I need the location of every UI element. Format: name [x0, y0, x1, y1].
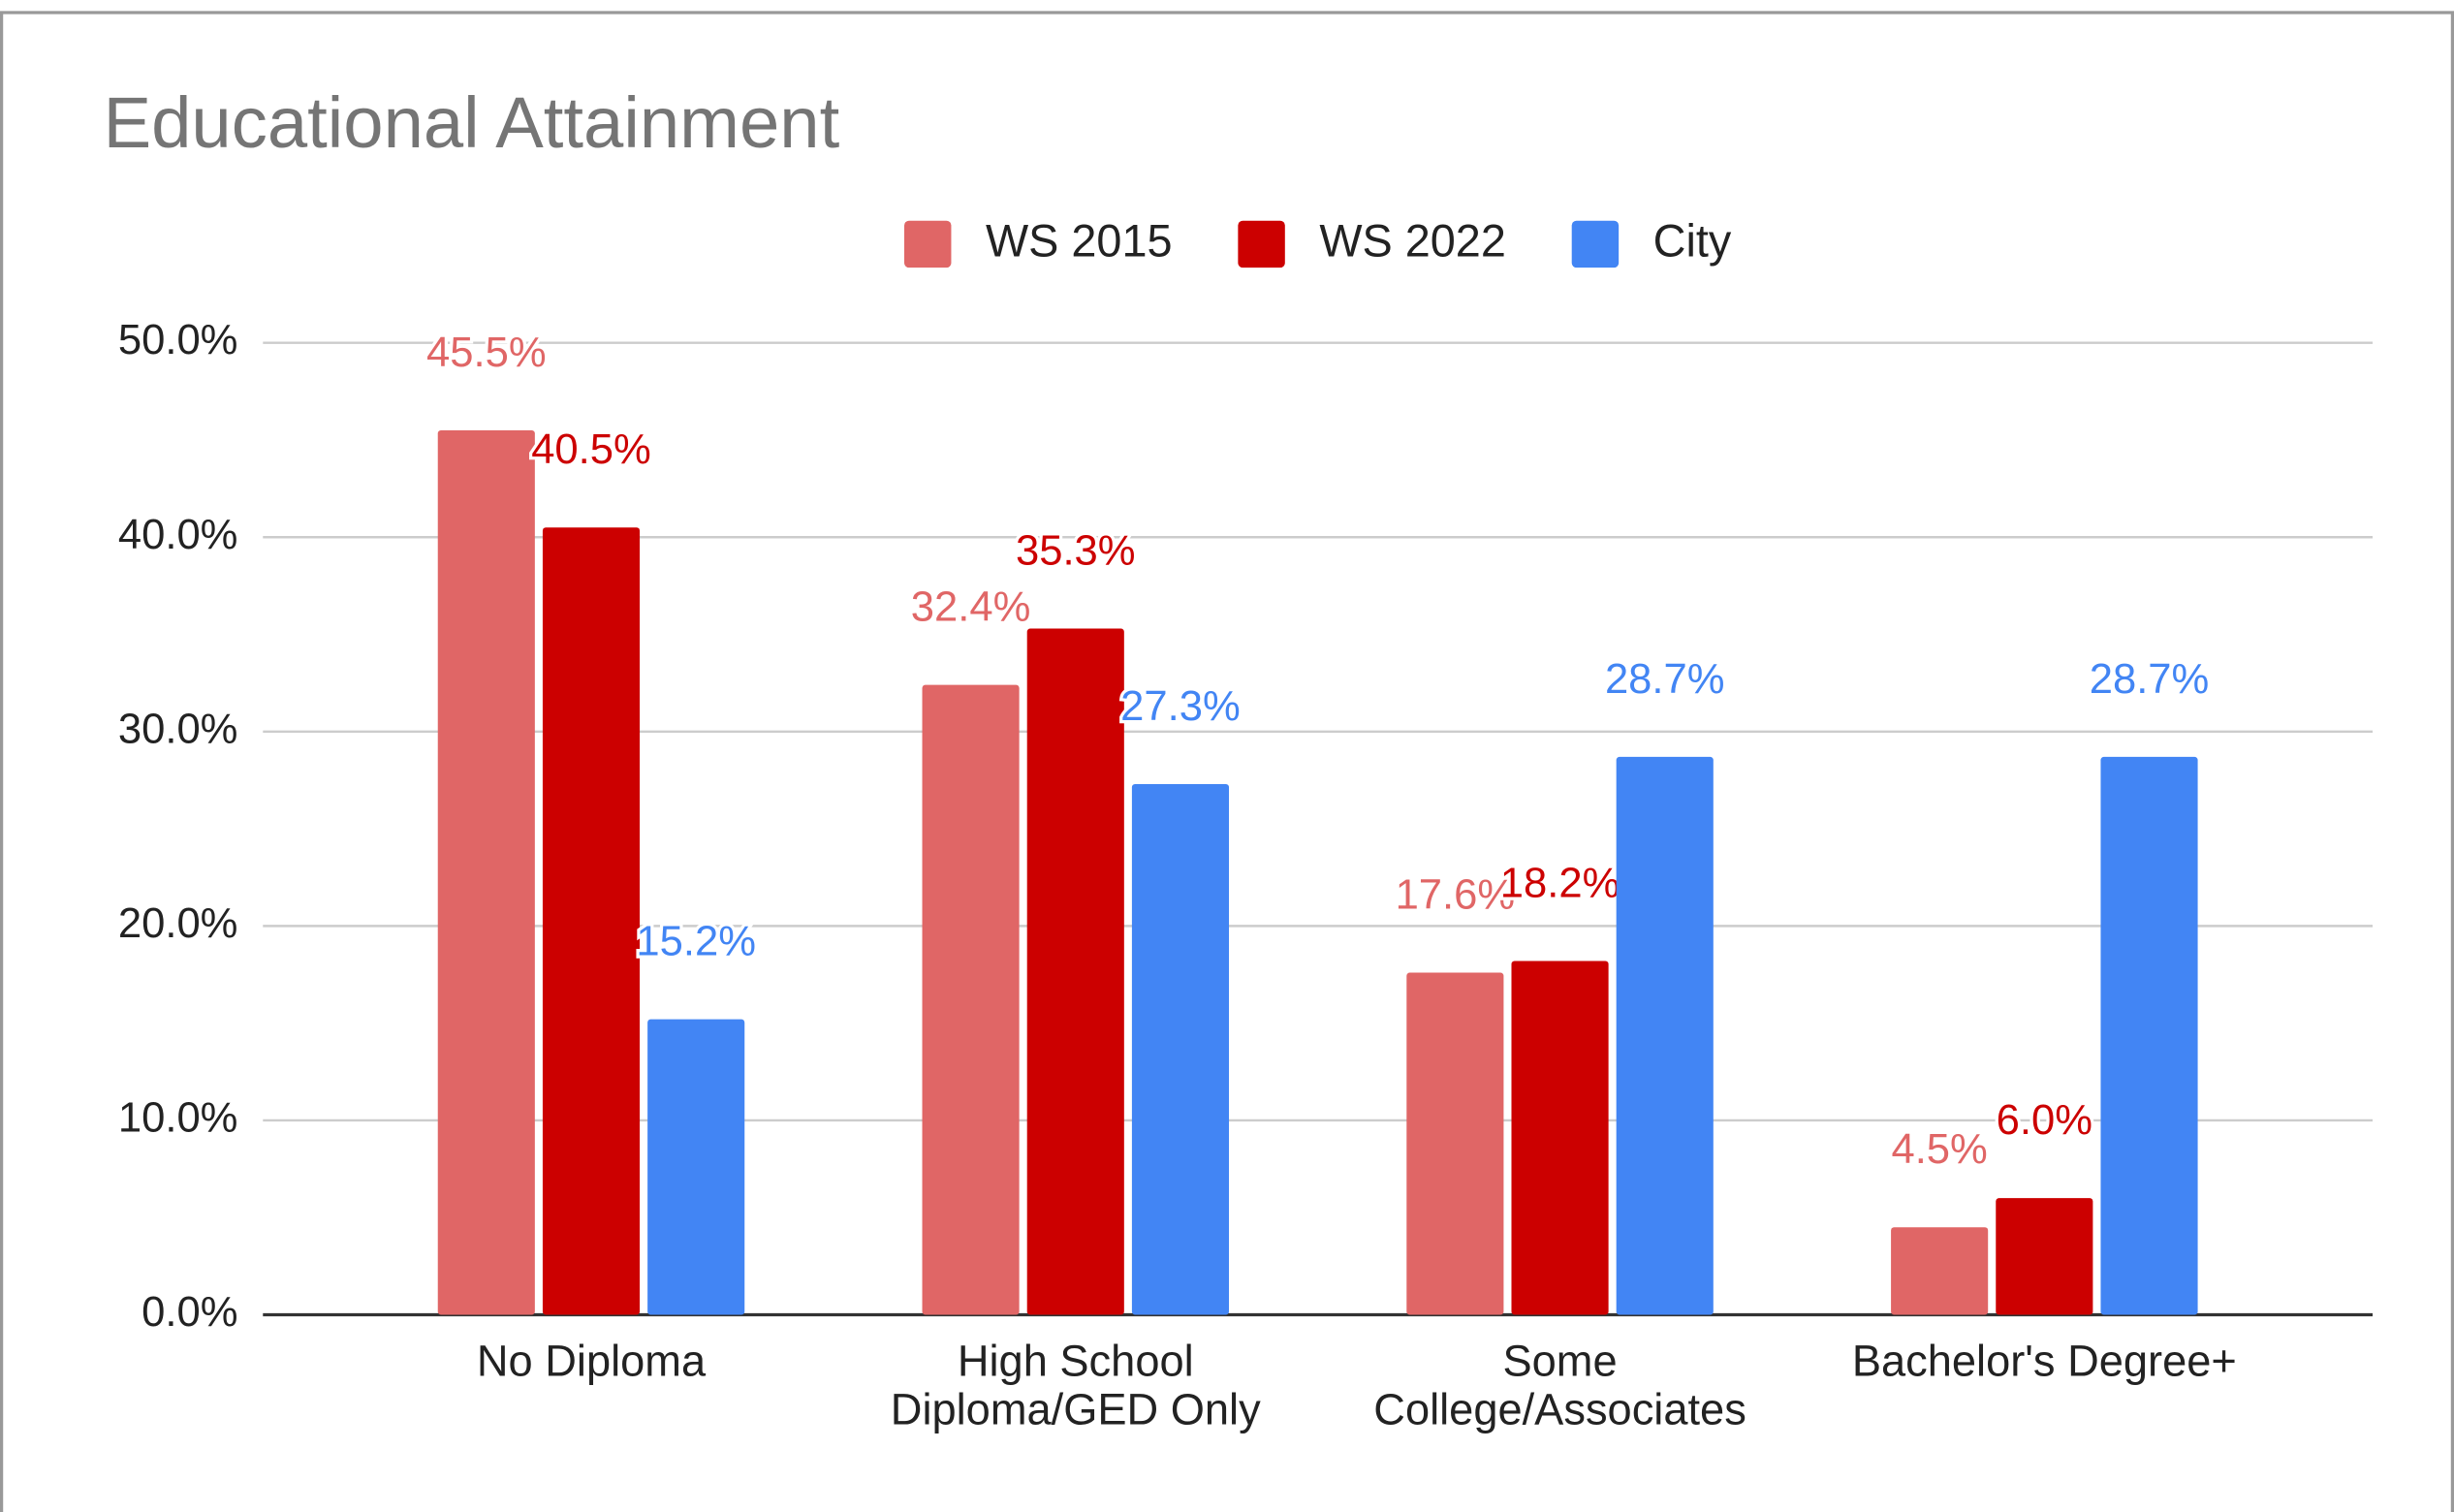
- bar: [1026, 628, 1124, 1315]
- data-label: 4.5%: [1891, 1126, 1987, 1173]
- legend: WS 2015 WS 2022 City: [904, 215, 1732, 268]
- y-tick-label: 10.0%: [118, 1094, 238, 1141]
- x-tick-label: Bachelor's Degree+: [1851, 1337, 2237, 1386]
- bar: [1406, 972, 1504, 1315]
- bar: [1616, 756, 1714, 1315]
- legend-label: WS 2022: [1319, 215, 1506, 266]
- y-tick-label: 50.0%: [118, 317, 238, 363]
- data-label: 35.3%: [1016, 528, 1136, 575]
- data-label: 32.4%: [911, 584, 1031, 631]
- legend-label: City: [1653, 215, 1732, 266]
- bar: [1511, 961, 1609, 1315]
- x-tick-label-box: No Diploma: [476, 1337, 707, 1386]
- data-label: 40.5%: [531, 426, 651, 473]
- bar: [437, 429, 535, 1315]
- bar: [1891, 1227, 1989, 1315]
- x-tick-label-box: High School Diploma/GED Only: [890, 1337, 1261, 1434]
- x-tick-label-box: Some College/Associates: [1373, 1337, 1746, 1434]
- data-label: 6.0%: [1997, 1097, 2092, 1144]
- data-label: 28.7%: [1605, 656, 1725, 703]
- x-tick-label: High School Diploma/GED Only: [890, 1337, 1261, 1434]
- y-tick-label: 30.0%: [118, 706, 238, 752]
- legend-label: WS 2015: [986, 215, 1173, 266]
- bar: [542, 527, 641, 1315]
- chart-title: Educational Attainment: [104, 82, 840, 163]
- bar: [1996, 1198, 2093, 1315]
- legend-swatch: [904, 220, 952, 268]
- data-label: 28.7%: [2090, 656, 2210, 703]
- bar: [1131, 783, 1230, 1315]
- data-label: 15.2%: [636, 919, 756, 965]
- bar: [922, 684, 1020, 1315]
- y-tick-label: 20.0%: [118, 900, 238, 947]
- data-label: 45.5%: [426, 330, 547, 376]
- y-tick-label: 40.0%: [118, 512, 238, 558]
- x-tick-label-box: Bachelor's Degree+: [1851, 1337, 2237, 1386]
- data-label: 27.3%: [1120, 683, 1241, 730]
- legend-swatch: [1571, 220, 1620, 268]
- bar: [647, 1019, 745, 1315]
- bar: [2100, 756, 2198, 1315]
- data-label: 17.6%: [1396, 872, 1516, 919]
- legend-swatch: [1238, 220, 1285, 268]
- data-label: 18.2%: [1500, 860, 1620, 906]
- y-tick-label: 0.0%: [142, 1289, 237, 1336]
- x-tick-label: Some College/Associates: [1373, 1337, 1746, 1434]
- x-tick-label: No Diploma: [476, 1337, 707, 1386]
